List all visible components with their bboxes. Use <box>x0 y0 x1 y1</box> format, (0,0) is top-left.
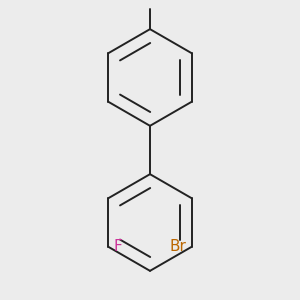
Text: Br: Br <box>169 239 186 254</box>
Text: F: F <box>114 239 122 254</box>
